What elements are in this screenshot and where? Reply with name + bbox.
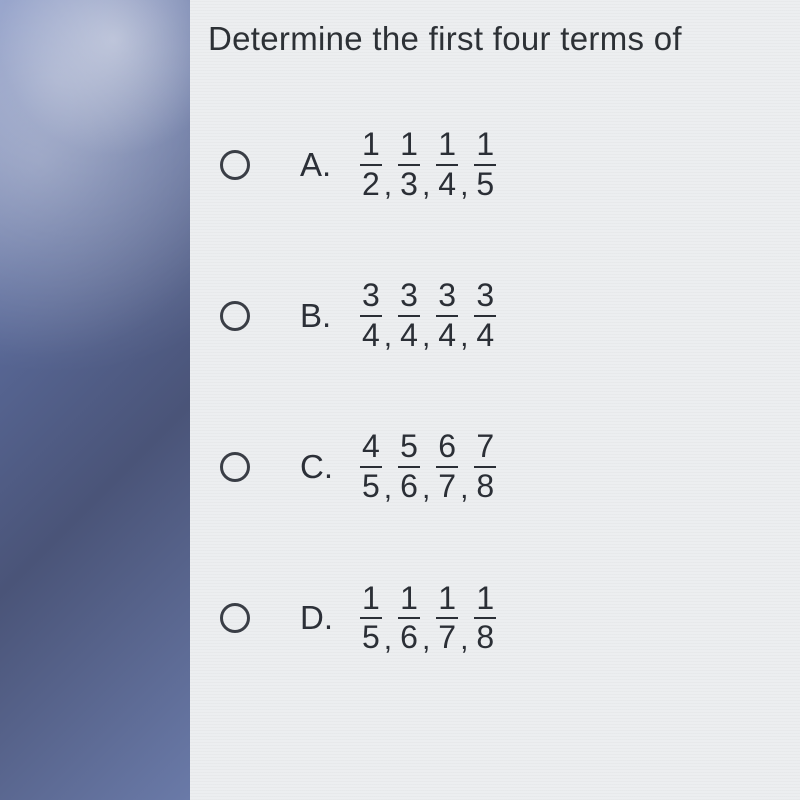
fraction: 34: [360, 279, 382, 352]
option-b-sequence: 34, 34, 34, 34: [360, 279, 496, 352]
option-letter: C.: [300, 448, 360, 486]
fraction: 34: [474, 279, 496, 352]
fraction: 67: [436, 430, 458, 503]
fraction: 17: [436, 582, 458, 655]
fraction: 16: [398, 582, 420, 655]
radio-b[interactable]: [220, 301, 250, 331]
fraction: 15: [474, 128, 496, 201]
question-panel: Determine the first four terms of A. 12,…: [190, 0, 800, 800]
fraction: 14: [436, 128, 458, 201]
fraction: 56: [398, 430, 420, 503]
fraction: 15: [360, 582, 382, 655]
radio-c[interactable]: [220, 452, 250, 482]
option-letter: B.: [300, 297, 360, 335]
radio-d[interactable]: [220, 603, 250, 633]
fraction: 34: [398, 279, 420, 352]
option-letter: A.: [300, 146, 360, 184]
option-d[interactable]: D. 15, 16, 17, 18: [220, 582, 800, 655]
option-c[interactable]: C. 45, 56, 67, 78: [220, 430, 800, 503]
fraction: 34: [436, 279, 458, 352]
radio-a[interactable]: [220, 150, 250, 180]
question-text: Determine the first four terms of: [190, 20, 800, 58]
option-letter: D.: [300, 599, 360, 637]
fraction: 45: [360, 430, 382, 503]
option-a[interactable]: A. 12, 13, 14, 15: [220, 128, 800, 201]
fraction: 12: [360, 128, 382, 201]
fraction: 18: [474, 582, 496, 655]
option-d-sequence: 15, 16, 17, 18: [360, 582, 496, 655]
decorative-sidebar: [0, 0, 190, 800]
option-b[interactable]: B. 34, 34, 34, 34: [220, 279, 800, 352]
fraction: 13: [398, 128, 420, 201]
option-c-sequence: 45, 56, 67, 78: [360, 430, 496, 503]
options-list: A. 12, 13, 14, 15 B. 34, 34, 34, 34 C. 4…: [190, 128, 800, 655]
option-a-sequence: 12, 13, 14, 15: [360, 128, 496, 201]
fraction: 78: [474, 430, 496, 503]
